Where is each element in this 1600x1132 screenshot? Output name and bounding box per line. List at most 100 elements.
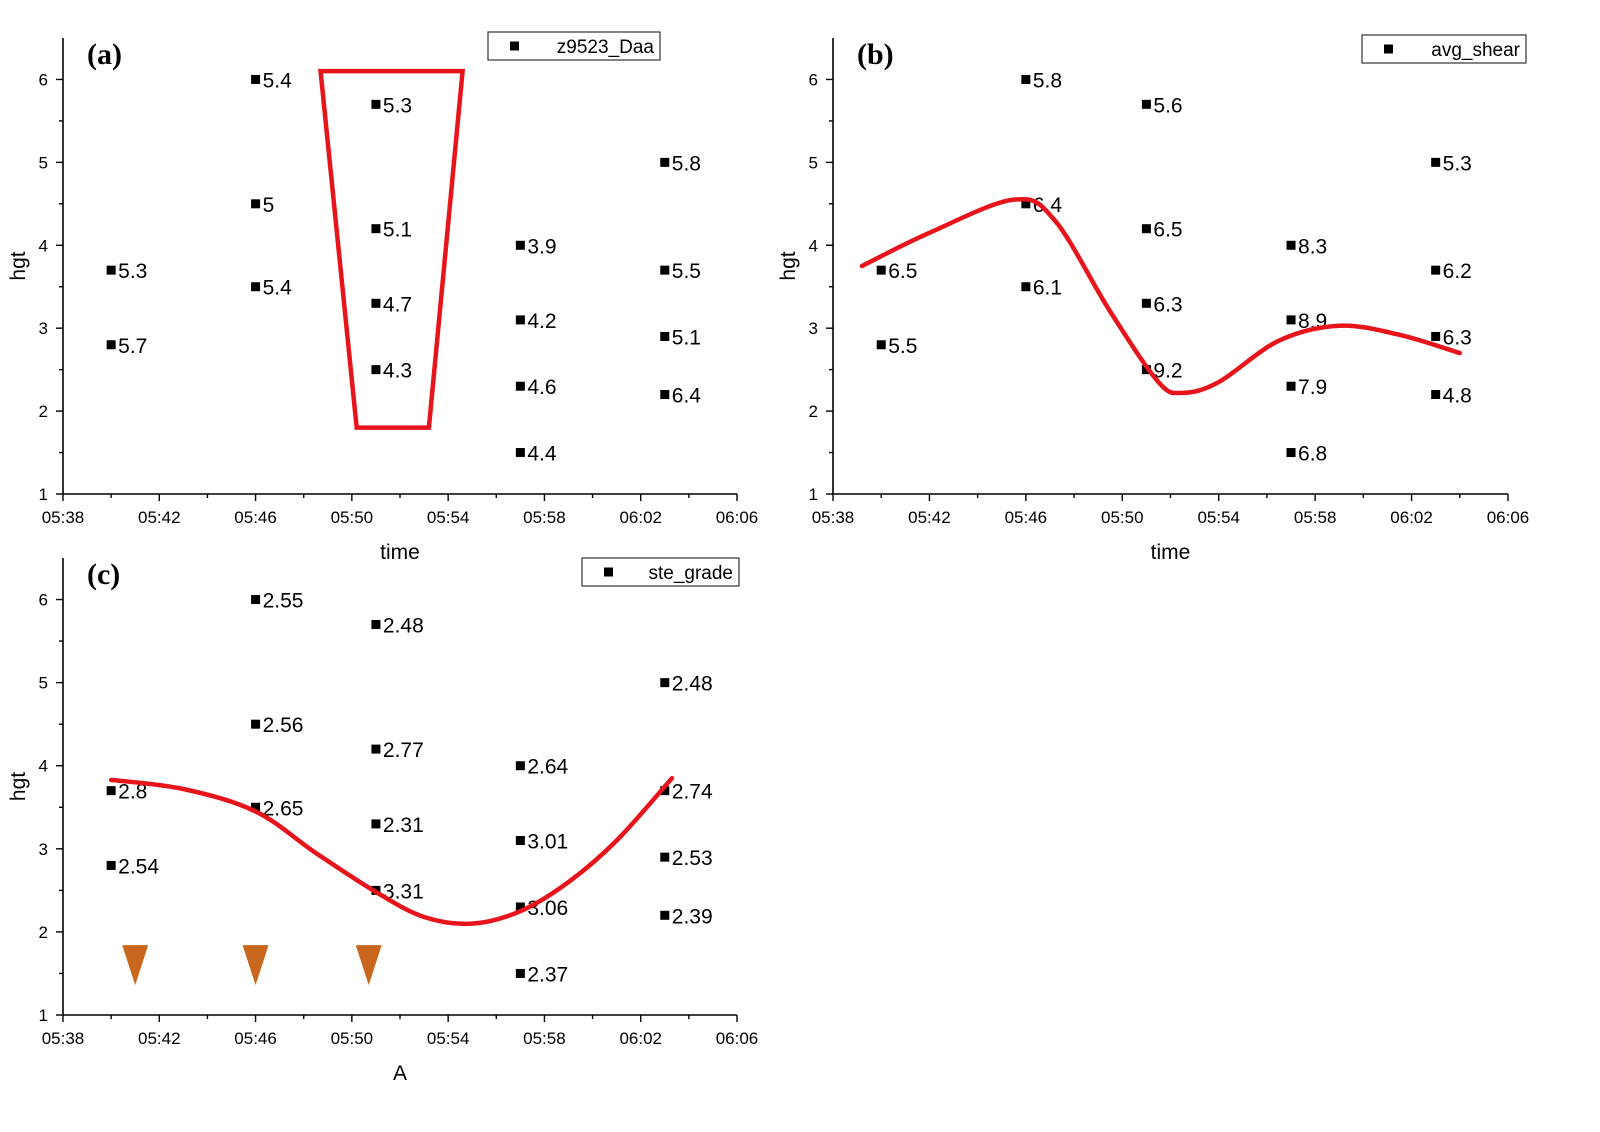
legend-label: avg_shear — [1431, 40, 1520, 61]
legend-marker — [604, 567, 613, 577]
legend-marker — [1384, 44, 1393, 54]
y-tick-label: 1 — [809, 485, 818, 504]
data-point — [1286, 381, 1296, 391]
x-tick-label: 05:54 — [427, 508, 470, 527]
data-point — [876, 340, 886, 350]
data-point — [371, 298, 381, 308]
x-axis-title: time — [380, 541, 420, 564]
panel-label: (b) — [857, 38, 894, 71]
data-label: 6.5 — [1153, 219, 1182, 242]
panel-label: (a) — [87, 38, 122, 71]
data-point — [660, 852, 670, 862]
chart-panel-2: 1 2 3 4 5 6 05:38 05:42 05:46 05:50 05:54 05:58 06:0… — [7, 557, 758, 1085]
data-label: 4.2 — [527, 310, 556, 333]
x-tick-label: 06:06 — [716, 508, 759, 527]
data-point — [106, 340, 116, 350]
data-label: 2.56 — [263, 714, 304, 737]
data-point — [515, 448, 525, 458]
y-tick-label: 3 — [809, 319, 818, 338]
data-label: 2.48 — [383, 614, 424, 637]
data-label: 6.8 — [1298, 443, 1327, 466]
data-label: 5.4 — [263, 277, 293, 300]
data-point — [1021, 199, 1031, 209]
data-label: 6.4 — [672, 385, 702, 408]
data-label: 3.01 — [527, 831, 568, 854]
x-tick-label: 05:50 — [331, 1029, 374, 1048]
data-point — [660, 390, 670, 400]
data-label: 2.77 — [383, 739, 424, 762]
data-label: 6.3 — [1153, 293, 1182, 316]
data-label: 4.8 — [1443, 385, 1472, 408]
data-point — [515, 761, 525, 771]
legend-marker — [510, 41, 519, 51]
chart-panel-0: 1 2 3 4 5 6 05:38 05:42 05:46 05:50 05:54 05:58 06:0… — [7, 31, 759, 564]
x-tick-label: 05:50 — [1101, 508, 1144, 527]
data-label: 7.9 — [1298, 376, 1327, 399]
y-tick-label: 5 — [39, 153, 48, 172]
data-label: 2.8 — [118, 781, 147, 804]
y-tick-label: 2 — [39, 402, 48, 421]
data-label: 5.5 — [672, 260, 701, 283]
legend-label: ste_grade — [648, 563, 733, 584]
chart-panel-1: 1 2 3 4 5 6 05:38 05:42 05:46 05:50 05:54 05:58 06:0… — [777, 34, 1529, 564]
data-point — [515, 240, 525, 250]
data-label: 6.3 — [1443, 326, 1472, 349]
triangle-marker — [122, 945, 149, 986]
data-label: 5.3 — [1443, 152, 1472, 175]
y-tick-label: 3 — [39, 840, 48, 859]
data-label: 5.5 — [888, 335, 917, 358]
data-label: 8.3 — [1298, 235, 1327, 258]
data-point — [515, 902, 525, 912]
data-label: 3.06 — [527, 897, 568, 920]
data-point — [1431, 265, 1441, 275]
data-label: 2.31 — [383, 814, 424, 837]
data-label: 2.53 — [672, 847, 713, 870]
x-tick-label: 05:42 — [138, 508, 181, 527]
y-axis-title: hgt — [7, 251, 30, 280]
triangle-marker — [355, 945, 382, 986]
legend-label: z9523_Daa — [557, 37, 655, 58]
y-tick-label: 6 — [39, 591, 48, 610]
data-label: 2.65 — [263, 797, 304, 820]
data-label: 4.7 — [383, 293, 412, 316]
x-tick-label: 05:38 — [42, 508, 85, 527]
data-label: 5.4 — [263, 69, 293, 92]
data-point — [106, 860, 116, 870]
y-tick-label: 5 — [39, 674, 48, 693]
fit-curve — [859, 196, 1463, 396]
data-point — [371, 99, 381, 109]
data-point — [106, 265, 116, 275]
x-tick-label: 06:02 — [619, 508, 662, 527]
data-point — [515, 381, 525, 391]
panel-label: (c) — [87, 558, 120, 591]
x-tick-label: 05:58 — [523, 1029, 566, 1048]
data-label: 3.9 — [527, 235, 556, 258]
data-label: 5.8 — [1033, 69, 1062, 92]
data-label: 6.4 — [1033, 194, 1063, 217]
x-tick-label: 05:46 — [234, 1029, 277, 1048]
data-label: 4.4 — [527, 443, 557, 466]
x-tick-label: 06:02 — [1390, 508, 1433, 527]
y-axis-title: hgt — [777, 251, 800, 280]
y-tick-label: 2 — [809, 402, 818, 421]
x-tick-label: 05:54 — [427, 1029, 470, 1048]
data-label: 2.37 — [527, 963, 568, 986]
data-point — [1141, 224, 1151, 234]
data-point — [660, 157, 670, 167]
data-point — [876, 265, 886, 275]
data-point — [1141, 99, 1151, 109]
data-label: 5.8 — [672, 152, 701, 175]
y-axis-title: hgt — [7, 772, 30, 801]
data-point — [515, 315, 525, 325]
data-label: 5.1 — [672, 326, 701, 349]
data-point — [1431, 331, 1441, 341]
data-label: 5.3 — [383, 94, 412, 117]
data-point — [371, 224, 381, 234]
data-point — [660, 331, 670, 341]
y-tick-label: 4 — [39, 757, 48, 776]
data-point — [251, 595, 261, 605]
data-label: 5.6 — [1153, 94, 1182, 117]
x-tick-label: 05:42 — [138, 1029, 181, 1048]
data-point — [371, 619, 381, 629]
data-label: 4.3 — [383, 360, 412, 383]
